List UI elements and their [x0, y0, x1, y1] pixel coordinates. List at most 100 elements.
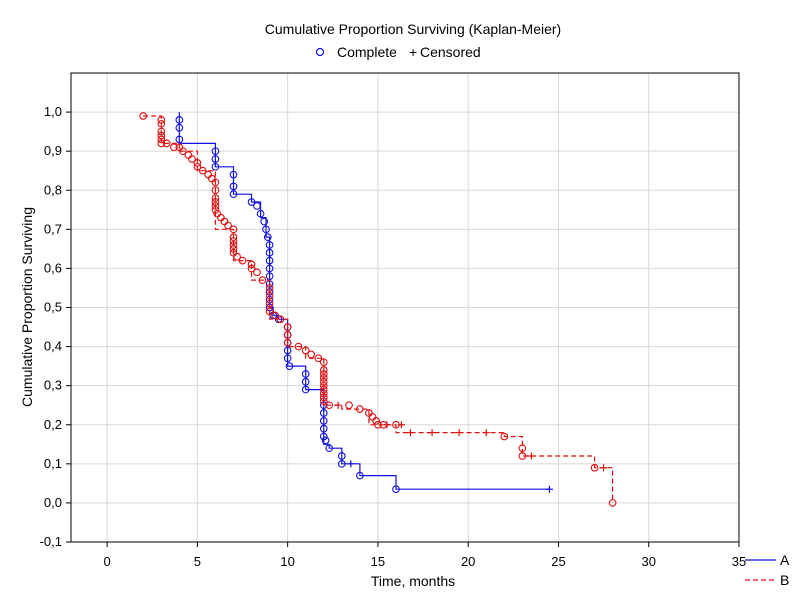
- complete-point: [229, 170, 238, 179]
- complete-point: [372, 416, 380, 425]
- complete-point: [307, 350, 315, 359]
- y-tick-label: 0,6: [44, 260, 62, 275]
- chart-title: Cumulative Proportion Surviving (Kaplan-…: [265, 21, 561, 37]
- complete-point: [301, 377, 310, 386]
- complete-point: [207, 174, 216, 183]
- complete-point: [294, 342, 303, 351]
- complete-point: [319, 397, 328, 406]
- complete-point: [229, 182, 238, 191]
- complete-point: [265, 248, 274, 257]
- y-tick-label: 0,4: [44, 339, 62, 354]
- complete-point: [157, 119, 166, 128]
- x-tick-label: 0: [103, 554, 110, 569]
- complete-point: [238, 256, 247, 265]
- y-tick-label: 0,1: [44, 456, 62, 471]
- y-tick-label: 1,0: [44, 104, 62, 119]
- complete-point: [157, 116, 166, 124]
- y-tick-label: -0,1: [40, 534, 62, 549]
- complete-point: [157, 135, 166, 144]
- complete-point: [211, 147, 220, 156]
- y-tick-label: 0,8: [44, 182, 62, 197]
- complete-point: [319, 374, 328, 382]
- complete-point: [271, 311, 279, 320]
- censored-point: [428, 429, 436, 437]
- complete-point: [198, 166, 207, 175]
- complete-point: [283, 346, 292, 355]
- complete-point: [265, 307, 274, 316]
- censored-point: [600, 464, 608, 472]
- complete-point: [319, 377, 328, 386]
- y-tick-label: 0,2: [44, 417, 62, 432]
- y-tick-label: 0,3: [44, 378, 62, 393]
- complete-point: [337, 459, 346, 468]
- series-A: [175, 112, 553, 494]
- complete-point: [319, 385, 328, 394]
- complete-point: [253, 268, 261, 277]
- complete-point: [193, 162, 202, 171]
- complete-point: [229, 225, 238, 234]
- complete-point: [175, 135, 184, 144]
- y-tick-label: 0,9: [44, 143, 62, 158]
- complete-point: [314, 354, 323, 363]
- complete-point: [265, 256, 274, 265]
- complete-point: [229, 233, 238, 241]
- complete-point: [204, 170, 213, 179]
- complete-point: [319, 358, 328, 367]
- complete-point: [211, 198, 220, 206]
- complete-point: [224, 221, 232, 230]
- x-tick-label: 15: [371, 554, 385, 569]
- complete-point: [283, 331, 292, 339]
- complete-point: [175, 123, 184, 132]
- complete-point: [211, 194, 220, 202]
- tick-layer: 0 5 10 15 20 25 30 35 -0,1 0,0 0,1 0,2 0,3 0,4 0,5 0,6 0…: [40, 104, 747, 569]
- y-axis-title: Cumulative Proportion Surviving: [19, 207, 35, 407]
- complete-point: [184, 151, 193, 159]
- complete-point: [175, 116, 184, 124]
- complete-point: [265, 299, 274, 308]
- complete-point: [247, 198, 256, 206]
- complete-point: [220, 217, 229, 226]
- complete-point: [211, 205, 220, 214]
- complete-point: [392, 485, 400, 494]
- complete-point: [188, 155, 196, 163]
- complete-point: [260, 217, 269, 226]
- complete-point: [139, 112, 148, 120]
- y-tick-label: 0,0: [44, 495, 62, 510]
- censored-legend-label: Censored: [420, 44, 481, 60]
- complete-point: [157, 131, 166, 140]
- complete-point: [301, 370, 310, 378]
- complete-point: [265, 284, 274, 292]
- complete-point: [337, 452, 346, 460]
- grid: [71, 73, 740, 543]
- complete-point: [301, 385, 310, 394]
- x-tick-label: 30: [641, 554, 655, 569]
- complete-point: [229, 190, 238, 199]
- complete-point: [368, 413, 377, 421]
- censored-point: [545, 485, 553, 493]
- complete-point: [211, 155, 220, 163]
- censored-point: [347, 460, 355, 468]
- complete-point: [319, 424, 328, 433]
- complete-point: [356, 471, 364, 480]
- censored-point: [527, 452, 535, 460]
- legend-label-a: A: [780, 552, 790, 568]
- complete-point: [283, 323, 292, 331]
- complete-point: [518, 444, 527, 453]
- complete-point: [325, 444, 334, 453]
- complete-point: [321, 436, 330, 445]
- complete-point: [518, 452, 527, 460]
- series-legend: A B: [745, 552, 790, 588]
- complete-point: [179, 147, 187, 156]
- complete-point: [319, 432, 328, 441]
- complete-point: [247, 264, 256, 273]
- complete-point: [285, 362, 294, 370]
- complete-point: [170, 143, 178, 152]
- complete-point: [247, 260, 256, 269]
- complete-point: [319, 409, 328, 417]
- censored-point: [383, 421, 391, 429]
- complete-point: [211, 186, 220, 195]
- x-axis-title: Time, months: [371, 573, 455, 589]
- complete-point: [265, 291, 274, 300]
- complete-point: [374, 420, 382, 429]
